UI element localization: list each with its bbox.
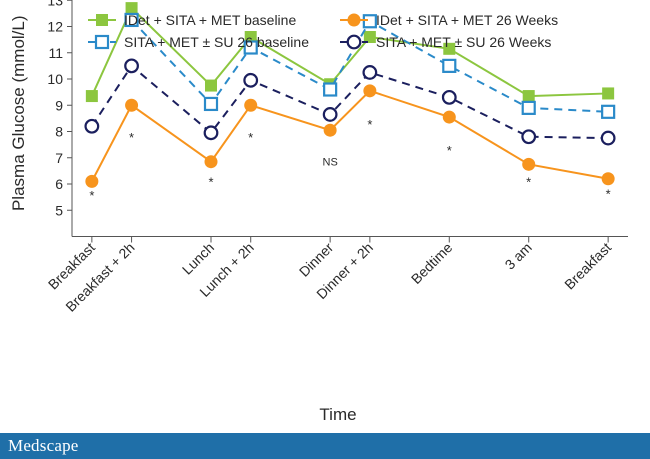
y-tick-label: 13 bbox=[47, 0, 63, 8]
data-point bbox=[600, 130, 616, 146]
x-tick-label: Lunch bbox=[179, 239, 217, 277]
y-axis-label: Plasma Glucose (mmol/L) bbox=[9, 15, 28, 211]
x-axis-label: Time bbox=[319, 405, 356, 424]
y-tick-label: 9 bbox=[55, 97, 63, 113]
medscape-logo: Medscape bbox=[8, 436, 79, 455]
data-point bbox=[203, 96, 219, 112]
legend-label: IDet + SITA + MET 26 Weeks bbox=[376, 12, 558, 28]
data-point bbox=[125, 98, 139, 112]
series-lines bbox=[84, 2, 616, 188]
data-point bbox=[244, 31, 257, 43]
data-point bbox=[84, 118, 100, 134]
data-point bbox=[442, 58, 457, 73]
legend: IDet + SITA + MET baseline IDet + SITA + … bbox=[88, 12, 558, 50]
x-tick-label: Breakfast bbox=[561, 239, 614, 292]
data-point bbox=[521, 129, 537, 145]
series-line bbox=[130, 19, 609, 113]
data-point bbox=[362, 65, 378, 80]
annotation-label: * bbox=[208, 175, 213, 190]
y-axis-ticks: 567891011121314 bbox=[47, 0, 72, 218]
x-tick-label: Breakfast + 2h bbox=[62, 239, 137, 314]
annotation-label: * bbox=[89, 188, 94, 203]
data-point bbox=[323, 123, 337, 137]
significance-annotations: * * * * NS * * * * bbox=[89, 117, 610, 203]
data-point bbox=[244, 98, 258, 112]
data-point bbox=[85, 174, 99, 188]
legend-marker bbox=[94, 34, 110, 50]
y-tick-label: 7 bbox=[55, 150, 63, 166]
annotation-label: NS bbox=[323, 157, 338, 169]
data-point bbox=[441, 89, 457, 105]
data-point bbox=[522, 157, 536, 171]
data-point bbox=[602, 87, 615, 100]
y-tick-label: 5 bbox=[55, 202, 63, 218]
annotation-label: * bbox=[447, 143, 452, 158]
data-point bbox=[363, 31, 376, 43]
legend-label: SITA + MET ± SU 26 baseline bbox=[124, 34, 309, 50]
series-1 bbox=[85, 84, 615, 188]
y-tick-label: 11 bbox=[48, 45, 63, 61]
x-tick-label: Bedtime bbox=[408, 239, 456, 287]
data-point bbox=[125, 2, 138, 15]
y-tick-label: 6 bbox=[55, 176, 63, 192]
data-point bbox=[363, 84, 377, 98]
data-point bbox=[243, 40, 258, 55]
data-point bbox=[443, 42, 456, 55]
data-point bbox=[442, 110, 456, 124]
data-point bbox=[124, 58, 139, 74]
data-point bbox=[322, 107, 338, 122]
y-tick-label: 12 bbox=[47, 19, 63, 35]
legend-item: IDet + SITA + MET baseline bbox=[88, 12, 296, 28]
data-point bbox=[362, 14, 377, 29]
legend-item: SITA + MET ± SU 26 baseline bbox=[88, 34, 309, 50]
data-point bbox=[323, 82, 338, 97]
series-2 bbox=[124, 12, 616, 119]
annotation-label: * bbox=[129, 130, 134, 145]
legend-marker bbox=[96, 14, 108, 26]
data-point bbox=[601, 172, 615, 186]
data-point bbox=[204, 155, 218, 169]
annotation-label: * bbox=[248, 130, 253, 145]
legend-item: SITA + MET ± SU 26 Weeks bbox=[340, 34, 551, 50]
legend-label: SITA + MET ± SU 26 Weeks bbox=[376, 34, 551, 50]
legend-label: IDet + SITA + MET baseline bbox=[124, 12, 296, 28]
y-tick-label: 8 bbox=[55, 124, 63, 140]
data-point bbox=[203, 125, 219, 141]
series-3 bbox=[84, 58, 616, 146]
x-tick-label: 3 am bbox=[502, 239, 535, 272]
data-point bbox=[601, 104, 616, 119]
data-point bbox=[124, 12, 139, 28]
y-tick-label: 10 bbox=[47, 71, 63, 87]
footer-bar: Medscape bbox=[0, 433, 650, 459]
data-point bbox=[521, 100, 536, 115]
data-point bbox=[85, 90, 98, 103]
legend-item: IDet + SITA + MET 26 Weeks bbox=[340, 12, 558, 28]
annotation-label: * bbox=[367, 117, 372, 132]
data-point bbox=[205, 79, 217, 92]
data-point bbox=[243, 72, 259, 88]
annotation-label: * bbox=[526, 175, 531, 190]
annotation-label: * bbox=[606, 186, 611, 201]
legend-marker bbox=[347, 13, 361, 27]
data-point bbox=[522, 90, 535, 103]
legend-marker bbox=[346, 34, 362, 50]
